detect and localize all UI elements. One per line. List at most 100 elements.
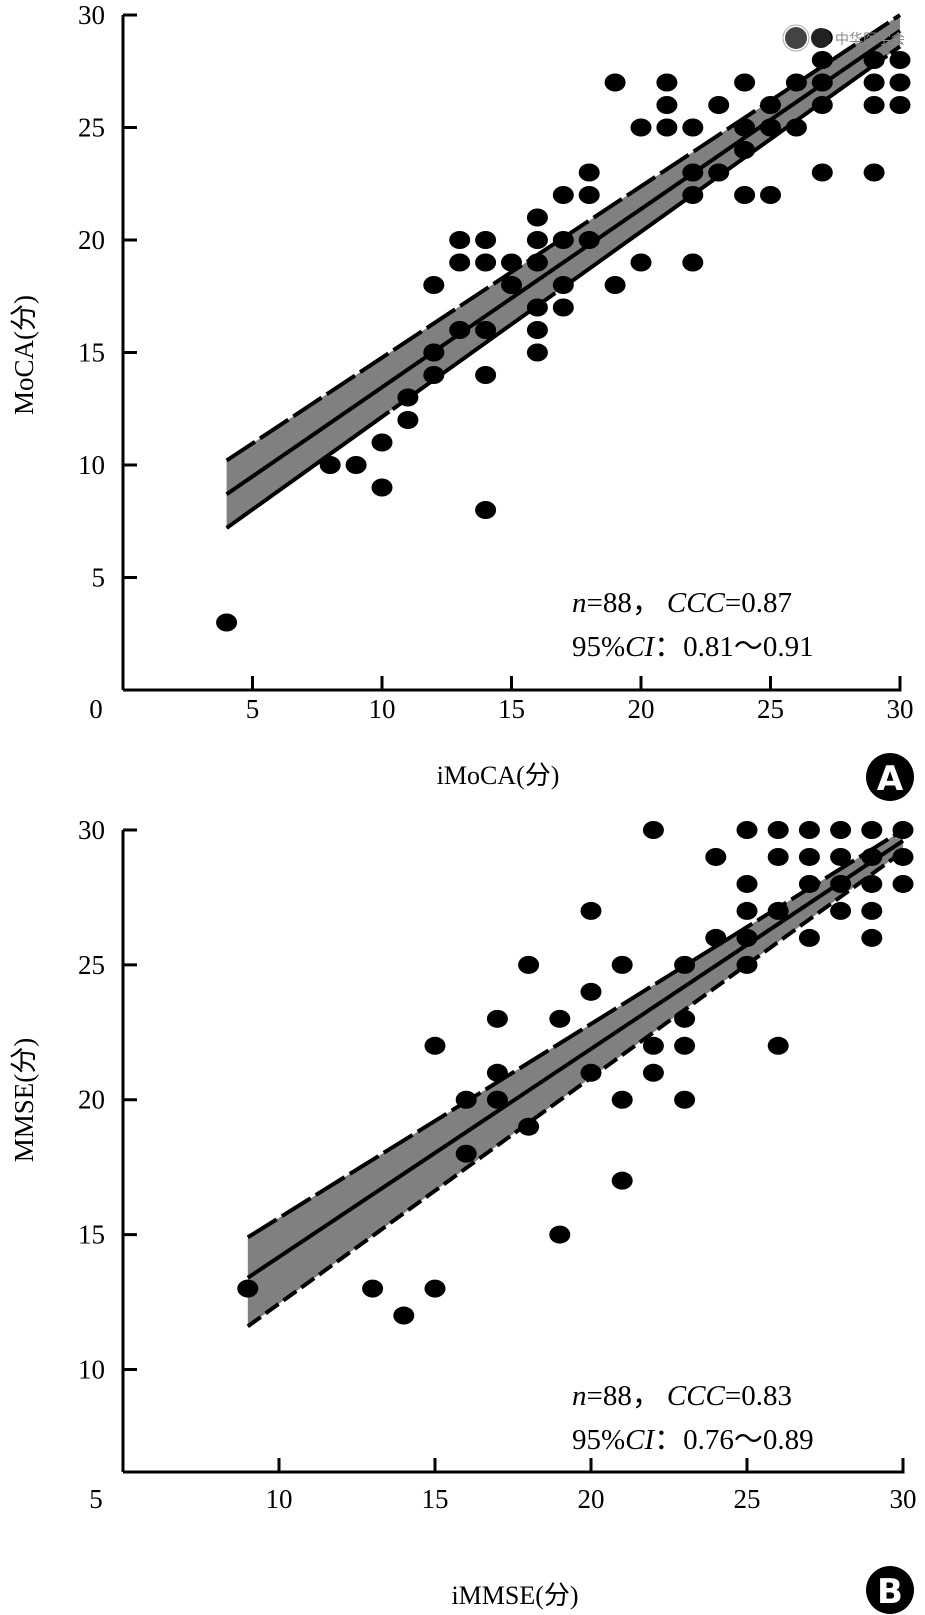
data-point <box>830 901 852 920</box>
data-point <box>424 1036 446 1055</box>
data-point <box>578 231 600 249</box>
y-axis-title: MoCA(分) <box>9 295 39 415</box>
data-point <box>785 73 807 92</box>
data-point <box>580 1063 602 1082</box>
data-point <box>475 321 497 339</box>
y-tick-label: 15 <box>78 1220 105 1250</box>
points-layer <box>216 28 911 632</box>
ci-band-layer <box>246 828 905 1328</box>
data-point <box>371 433 393 452</box>
data-point <box>345 456 367 474</box>
data-point <box>785 118 807 137</box>
ccc-value: =0.83 <box>725 1380 792 1412</box>
y-tick-label: 15 <box>78 338 105 368</box>
data-point <box>736 874 758 893</box>
annotation-line-2: 95%CI：0.76～0.89 <box>572 1424 814 1456</box>
data-point <box>362 1279 384 1298</box>
data-point <box>674 1009 696 1028</box>
x-tick-label: 5 <box>246 694 260 724</box>
x-axis-title: iMoCA(分) <box>437 761 560 790</box>
data-point <box>734 141 756 159</box>
data-point <box>424 1279 446 1298</box>
data-point <box>526 321 548 339</box>
data-point <box>863 96 885 114</box>
data-point <box>760 186 781 204</box>
data-point <box>455 1090 477 1109</box>
data-point <box>611 1090 633 1109</box>
data-point <box>397 388 419 407</box>
data-point <box>705 928 727 947</box>
data-point <box>889 51 911 69</box>
data-point <box>798 847 820 866</box>
panel-a-chart: 5 10 15 20 25 30 0 5 10 15 20 25 30 MoCA(分) iMoCA(分)… <box>9 0 914 801</box>
data-point <box>526 208 548 227</box>
data-point <box>656 96 678 114</box>
data-point <box>449 321 471 339</box>
panel-a-letter: A <box>877 759 904 799</box>
data-point <box>611 1171 633 1190</box>
data-point <box>682 253 704 272</box>
data-point <box>736 955 758 974</box>
data-point <box>552 298 574 317</box>
data-point <box>811 73 833 92</box>
y-tick-label: 10 <box>78 450 105 480</box>
x-tick-label: 15 <box>422 1484 449 1514</box>
data-point <box>708 163 730 182</box>
data-point <box>734 73 756 92</box>
x-tick-label: 20 <box>628 694 655 724</box>
data-point <box>830 821 852 839</box>
ci-upper-line <box>246 828 905 1240</box>
data-point <box>760 96 781 114</box>
data-point <box>475 501 497 519</box>
n-value: =88， <box>587 587 661 619</box>
annotation-line-1: n=88， CCC=0.87 <box>572 587 792 619</box>
data-point <box>642 1036 664 1055</box>
data-point <box>604 276 626 294</box>
n-symbol: n <box>572 1380 587 1412</box>
annotation-line-2: 95%CI：0.81～0.91 <box>572 631 814 663</box>
watermark-logo: 中华医学会 <box>782 24 905 52</box>
data-point <box>811 51 833 69</box>
data-point <box>760 118 781 137</box>
x-tick-label: 10 <box>369 694 396 724</box>
data-point <box>475 253 497 272</box>
ci-range: ：0.81～0.91 <box>654 631 814 663</box>
y-tick-label: 20 <box>78 1085 105 1115</box>
ci-band <box>247 830 904 1327</box>
y-tick-label: 30 <box>78 815 105 845</box>
axes-layer: 10 15 20 25 30 5 10 15 20 25 30 <box>78 815 917 1514</box>
data-point <box>501 276 522 294</box>
data-point <box>526 231 548 249</box>
ci-lower-line <box>246 849 905 1328</box>
data-point <box>501 253 522 272</box>
x-tick-label: 10 <box>266 1484 293 1514</box>
ci-band <box>226 15 901 528</box>
data-point <box>642 1063 664 1082</box>
data-point <box>604 73 626 92</box>
ccc-symbol: CCC <box>667 587 726 619</box>
data-point <box>811 96 833 114</box>
data-point <box>861 847 883 866</box>
data-point <box>455 1144 477 1163</box>
data-point <box>393 1306 415 1325</box>
data-point <box>449 231 471 249</box>
data-point <box>736 901 758 920</box>
y-tick-label: 25 <box>78 950 105 980</box>
panel-b-letter: B <box>877 1572 903 1612</box>
data-point <box>734 186 756 204</box>
data-point <box>798 928 820 947</box>
data-point <box>889 73 911 92</box>
ci-symbol: CI <box>625 631 655 663</box>
data-point <box>423 366 445 384</box>
data-point <box>863 51 885 69</box>
x-axis-title: iMMSE(分) <box>451 1581 578 1610</box>
data-point <box>861 928 883 947</box>
x-tick-label: 5 <box>89 1484 103 1514</box>
y-tick-label: 30 <box>78 0 105 30</box>
data-point <box>371 478 393 497</box>
annotation-line-1: n=88， CCC=0.83 <box>572 1380 792 1412</box>
data-point <box>578 186 600 204</box>
data-point <box>861 821 883 839</box>
data-point <box>734 118 756 137</box>
